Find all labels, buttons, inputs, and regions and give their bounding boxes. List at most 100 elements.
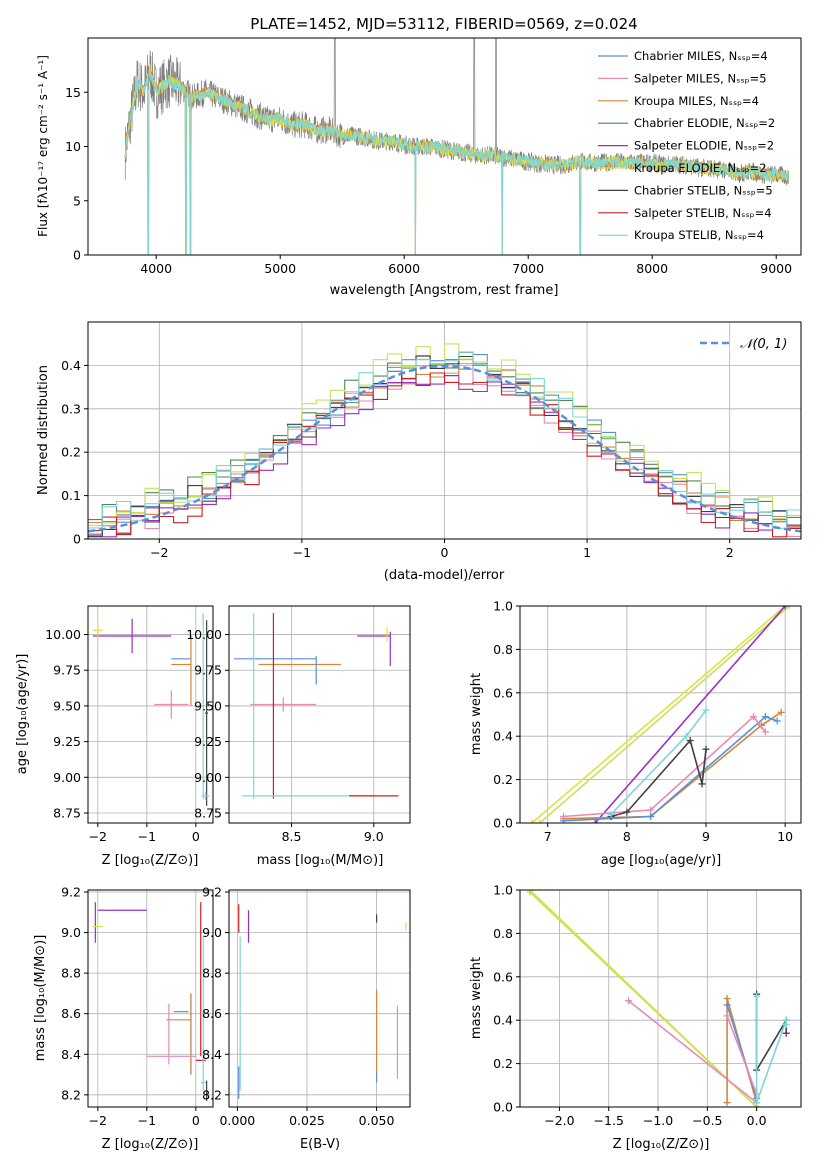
series-line [539, 606, 790, 823]
y-tick-label: 8.6 [61, 1006, 81, 1021]
y-tick-label: 0.8 [493, 642, 513, 657]
y-tick-label: 9.2 [202, 885, 222, 900]
y-tick-label: 15 [65, 85, 81, 100]
errorbar-point [205, 1080, 208, 1101]
y-tick-label: 9.2 [61, 885, 81, 900]
series-line [563, 715, 778, 822]
y-tick-label: 1.0 [493, 599, 513, 614]
x-tick-label: −1 [293, 545, 311, 560]
residuals-plot: −2 −1 0 1 2 0 0.1 0.2 0.3 0.4 [61, 321, 802, 560]
y-tick-label: 9.50 [53, 698, 81, 713]
legend-label: Kroupa STELIB, Nₛₛₚ=4 [634, 228, 764, 242]
y-tick-label: 5 [73, 193, 81, 208]
residuals-legend: 𝒩(0, 1) [700, 337, 787, 352]
x-tick-label: 9.0 [364, 829, 384, 844]
massweight-vs-age-panel: 7 8 9 10 0.0 0.2 0.4 0.6 0.8 1.0 [493, 599, 802, 844]
x-tick-label: 9 [702, 829, 710, 844]
x-tick-label: −2 [150, 545, 168, 560]
errorbar-point [200, 936, 206, 1091]
legend-label: Salpeter ELODIE, Nₛₛₚ=2 [634, 139, 774, 153]
y-tick-label: 9.75 [194, 663, 222, 678]
x-tick-label: 0 [192, 829, 200, 844]
y-tick-label: 8.4 [202, 1047, 222, 1062]
spectrum-legend: Chabrier MILES, Nₛₛₚ=4 Salpeter MILES, Nₛ… [598, 49, 775, 242]
errorbar-point [92, 618, 172, 654]
errorbar-point [92, 618, 103, 642]
y-tick-label: 0.6 [493, 969, 513, 984]
x-tick-label: 8000 [636, 261, 668, 276]
y-tick-label: 0.2 [493, 1056, 513, 1071]
legend-label: Chabrier STELIB, Nₛₛₚ=5 [634, 183, 773, 197]
x-tick-label: 2 [726, 545, 734, 560]
age-vs-Z-ylabel: age [log₁₀(age/yr)] [15, 654, 30, 775]
y-tick-label: 8.75 [53, 806, 81, 821]
y-tick-label: 0.3 [61, 401, 81, 416]
y-tick-label: 0.4 [493, 729, 513, 744]
spectrum-ylabel: Flux [fλ10⁻¹⁷ erg cm⁻² s⁻¹ A⁻¹] [36, 55, 50, 237]
mass-vs-Z-ylabel: mass [log₁₀(M/M⊙)] [33, 935, 48, 1062]
y-tick-label: 10.00 [45, 627, 81, 642]
series-line [610, 709, 707, 815]
gaussian-curve [88, 364, 801, 533]
y-tick-label: 8.8 [202, 966, 222, 981]
x-tick-label: 9000 [760, 261, 792, 276]
axes-frame: −2 −1 0 8.2 8.4 8.6 8.8 9.0 9.2 [61, 885, 214, 1128]
histogram-step [88, 363, 801, 537]
plot-area [233, 613, 399, 799]
y-tick-label: 0.2 [493, 772, 513, 787]
spectrum-panel: PLATE=1452, MJD=53112, FIBERID=0569, z=0… [36, 15, 802, 298]
series-line [529, 891, 758, 1107]
plot-area [92, 902, 208, 1101]
errorbar-point [154, 690, 189, 719]
y-tick-label: 8.8 [61, 966, 81, 981]
axes-border [87, 889, 214, 1108]
errorbar-point [250, 697, 317, 712]
x-tick-label: 10 [777, 829, 793, 844]
y-tick-label: 8.4 [61, 1047, 81, 1062]
y-tick-label: 9.0 [202, 925, 222, 940]
legend-label: Kroupa ELODIE, Nₛₛₚ=2 [634, 161, 767, 175]
mass-vs-EBV-panel: 0.000 0.025 0.050 8.2 8.4 8.6 8.8 9.0 9.2 [202, 885, 411, 1128]
residuals-xlabel: (data-model)/error [384, 568, 505, 583]
x-tick-label: −2 [89, 829, 107, 844]
x-tick-label: 8 [623, 829, 631, 844]
plot-area [92, 613, 210, 806]
errorbar-point [205, 620, 209, 806]
y-tick-label: 8.75 [194, 806, 222, 821]
x-tick-label: −1.0 [643, 1113, 673, 1128]
plot-area [88, 343, 801, 538]
x-tick-label: 7 [544, 829, 552, 844]
plot-area [124, 38, 789, 255]
x-tick-label: −0.5 [692, 1113, 722, 1128]
axes-frame: 7 8 9 10 0.0 0.2 0.4 0.6 0.8 1.0 [493, 599, 802, 844]
x-tick-label: 6000 [388, 261, 420, 276]
plot-area [238, 904, 407, 1099]
x-tick-label: −1 [138, 1113, 156, 1128]
y-tick-label: 9.00 [53, 770, 81, 785]
x-tick-label: 0.025 [289, 1113, 325, 1128]
x-tick-label: −1 [138, 829, 156, 844]
gauss-legend-label: 𝒩(0, 1) [740, 337, 787, 352]
y-tick-label: 0.0 [493, 1100, 513, 1115]
x-tick-label: 8.5 [282, 829, 302, 844]
series-line [755, 996, 788, 1103]
massweight-vs-age-xlabel: age [log₁₀(age/yr)] [601, 853, 722, 868]
legend-label: Chabrier MILES, Nₛₛₚ=4 [634, 49, 768, 63]
x-tick-label: 4000 [140, 261, 172, 276]
y-tick-label: 0.0 [493, 816, 513, 831]
mass-vs-Z-xlabel: Z [log₁₀(Z/Z⊙)] [102, 1137, 199, 1152]
age-vs-Z-xlabel: Z [log₁₀(Z/Z⊙)] [102, 853, 199, 868]
series-line [628, 1000, 758, 1104]
y-tick-label: 9.50 [194, 698, 222, 713]
x-tick-label: 7000 [512, 261, 544, 276]
axes-border [519, 889, 802, 1108]
y-tick-label: 9.25 [53, 734, 81, 749]
series-line [563, 715, 767, 818]
series-line [531, 606, 786, 823]
axes-frame: 0.000 0.025 0.050 8.2 8.4 8.6 8.8 9.0 9.2 [202, 885, 411, 1128]
axes-frame: −2.0 −1.5 −1.0 −0.5 0.0 0.0 0.2 0.4 0.6 0.8 1.0 [493, 883, 802, 1128]
plot-area [526, 890, 790, 1107]
axes-frame: −2 −1 0 8.75 9.00 9.25 9.50 9.75 10.00 [45, 605, 214, 844]
massweight-vs-Z-xlabel: Z [log₁₀(Z/Z⊙)] [613, 1137, 710, 1152]
